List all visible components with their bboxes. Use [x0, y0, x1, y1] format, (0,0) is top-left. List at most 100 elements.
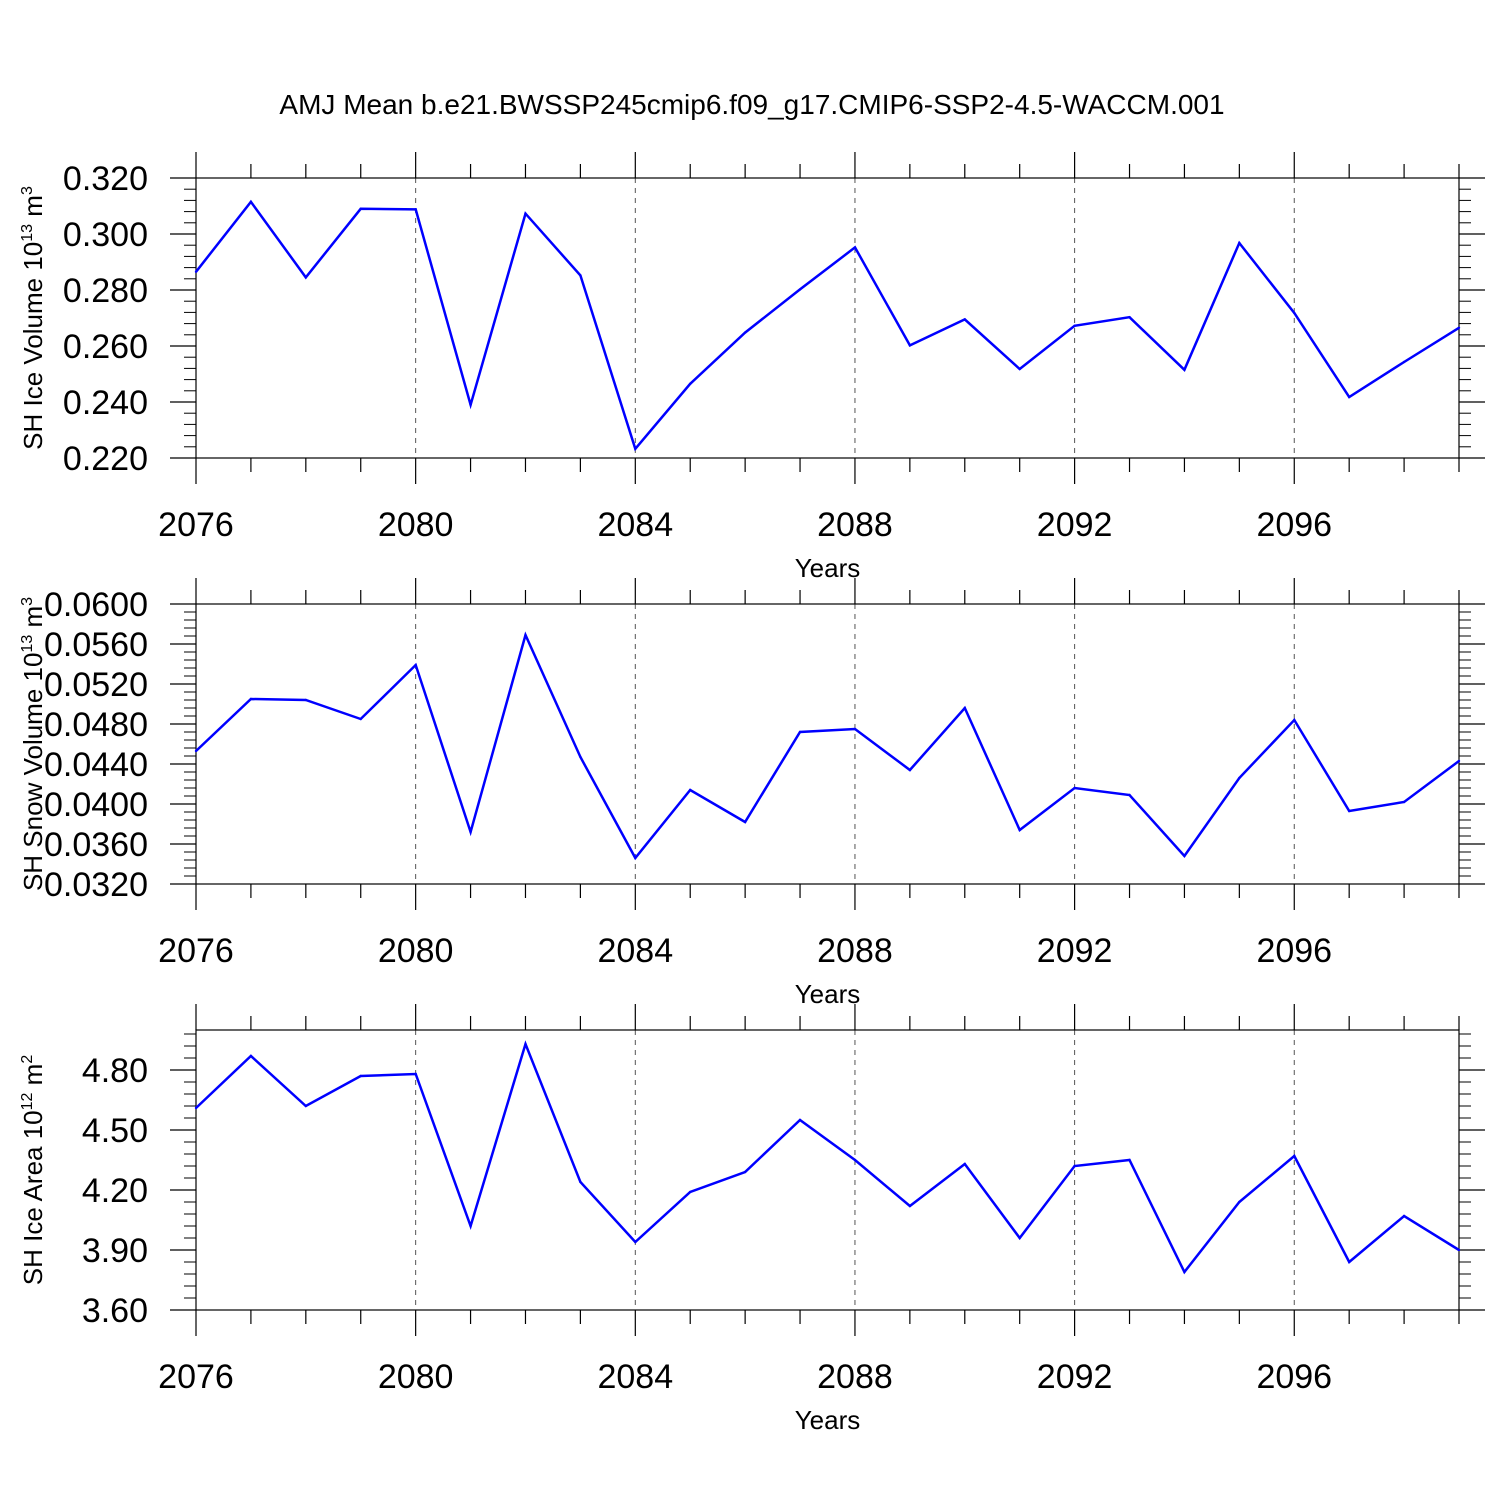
- y-tick-label: 0.320: [63, 160, 148, 198]
- y-axis-title-unit: m: [18, 195, 48, 224]
- data-point: [798, 730, 802, 734]
- x-tick-label: 2088: [817, 506, 893, 544]
- chart-panel-3: 3.60 3.90 4.20 4.50 4.80 2076 2080 2084 2088 2092…: [18, 1004, 1485, 1435]
- y-tick-label: 0.0440: [44, 746, 148, 784]
- data-point: [1347, 395, 1351, 399]
- data-point: [414, 663, 417, 667]
- data-point: [1073, 786, 1076, 790]
- data-point: [524, 633, 527, 637]
- x-tick-label: 2076: [158, 932, 234, 970]
- y-axis-title-exponent: 13: [19, 635, 36, 653]
- data-point: [1293, 1154, 1296, 1158]
- panels: 0.220 0.240 0.260 0.280 0.300 0.320 2076 2080 20…: [18, 152, 1485, 1435]
- data-point: [634, 856, 637, 860]
- x-tick-label: 2080: [378, 932, 454, 970]
- x-tick-label: 2076: [158, 1358, 234, 1396]
- data-point: [1347, 809, 1351, 813]
- data-point: [524, 212, 527, 215]
- data-point: [798, 288, 802, 291]
- data-point: [908, 1204, 912, 1208]
- data-point: [249, 1054, 253, 1058]
- data-point: [1402, 360, 1406, 364]
- data-point: [194, 270, 198, 273]
- y-tick-label: 0.280: [63, 272, 148, 310]
- y-axis-title: SH Ice Area 1012 m2: [18, 1055, 48, 1286]
- data-point: [963, 706, 966, 710]
- data-point: [908, 768, 912, 772]
- y-tick-label: 0.300: [63, 216, 148, 254]
- data-point: [1457, 1248, 1461, 1252]
- y-axis-title: SH Snow Volume 1013 m3: [18, 597, 48, 891]
- y-tick-label: 0.0320: [44, 866, 148, 904]
- data-point: [1073, 324, 1076, 328]
- data-point: [304, 698, 308, 702]
- data-point: [1238, 241, 1241, 245]
- y-axis-title-prefix: SH Ice Volume 10: [18, 242, 48, 450]
- data-point: [853, 246, 857, 249]
- data-point: [1347, 1260, 1351, 1264]
- y-axis-title-prefix: SH Ice Area 10: [18, 1110, 48, 1285]
- data-point: [1402, 800, 1406, 804]
- data-point: [194, 749, 198, 753]
- x-tick-label: 2096: [1256, 1358, 1332, 1396]
- x-axis-title: Years: [795, 979, 861, 1009]
- y-axis-title-unit: m: [18, 1064, 48, 1093]
- x-tick-label: 2080: [378, 1358, 454, 1396]
- x-tick-label: 2084: [597, 932, 673, 970]
- data-point: [359, 207, 362, 210]
- plot-frame: [195, 1029, 1460, 1311]
- data-point: [579, 1180, 582, 1184]
- y-tick-label: 0.0360: [44, 826, 148, 864]
- y-tick-label: 3.60: [82, 1292, 148, 1330]
- data-point: [853, 727, 857, 731]
- x-tick-label: 2092: [1037, 1358, 1113, 1396]
- data-point: [798, 1118, 802, 1122]
- x-tick-label: 2088: [817, 932, 893, 970]
- data-point: [524, 1042, 527, 1046]
- chart-panel-1: 0.220 0.240 0.260 0.280 0.300 0.320 2076 2080 20…: [18, 152, 1485, 583]
- x-tick-label: 2092: [1037, 506, 1113, 544]
- data-point: [1018, 1236, 1021, 1240]
- data-point: [1073, 1164, 1076, 1168]
- y-tick-label: 0.0560: [44, 626, 148, 664]
- data-point: [1128, 1158, 1131, 1162]
- y-axis-title: SH Ice Volume 1013 m3: [18, 186, 48, 450]
- y-axis-title-exponent: 13: [19, 224, 36, 242]
- data-point: [689, 1190, 692, 1194]
- data-point: [1293, 311, 1296, 315]
- data-point: [634, 1240, 637, 1244]
- data-point: [1238, 1200, 1241, 1204]
- data-point: [249, 697, 253, 701]
- x-axis-title: Years: [795, 1405, 861, 1435]
- data-point: [1183, 368, 1186, 371]
- data-point: [469, 1224, 472, 1228]
- y-tick-label: 4.20: [82, 1172, 148, 1210]
- data-point: [743, 331, 747, 334]
- data-point: [1238, 776, 1241, 780]
- x-axis-title: Years: [795, 553, 861, 583]
- y-tick-label: 0.260: [63, 328, 148, 366]
- y-axis-title-unit: m: [18, 606, 48, 635]
- y-tick-label: 4.50: [82, 1112, 148, 1150]
- data-point: [634, 447, 637, 450]
- y-tick-label: 0.240: [63, 384, 148, 422]
- series-line: [195, 631, 1460, 861]
- y-tick-label: 3.90: [82, 1232, 148, 1270]
- x-tick-label: 2076: [158, 506, 234, 544]
- y-tick-label: 0.220: [63, 440, 148, 478]
- data-point: [1018, 828, 1021, 832]
- data-point: [1457, 759, 1461, 763]
- data-point: [414, 1072, 417, 1076]
- data-point: [579, 755, 582, 759]
- x-tick-label: 2084: [597, 1358, 673, 1396]
- data-point: [1183, 1270, 1186, 1274]
- y-tick-label: 0.0400: [44, 786, 148, 824]
- data-point: [469, 403, 472, 406]
- data-point: [1018, 367, 1021, 371]
- data-point: [1457, 326, 1461, 329]
- data-point: [249, 200, 253, 203]
- data-point: [963, 318, 966, 321]
- data-point: [194, 1106, 198, 1110]
- data-point: [853, 1158, 857, 1162]
